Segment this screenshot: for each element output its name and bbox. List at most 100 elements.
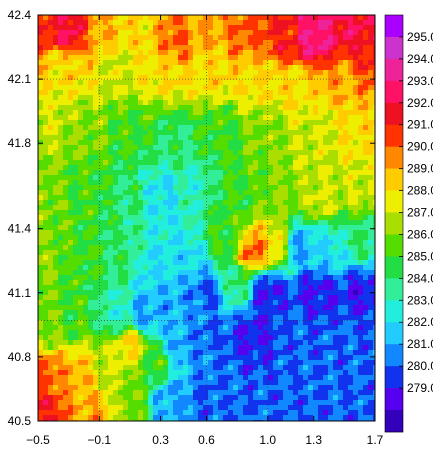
field-cell <box>188 170 194 176</box>
field-cell <box>293 240 299 246</box>
field-cell <box>308 140 314 146</box>
field-cell <box>253 75 259 81</box>
field-cell <box>58 230 64 236</box>
field-cell <box>358 160 364 166</box>
field-cell <box>133 275 139 281</box>
field-cell <box>183 115 189 121</box>
field-cell <box>38 20 44 26</box>
field-cell <box>138 255 144 261</box>
field-cell <box>103 50 109 56</box>
field-cell <box>103 55 109 61</box>
field-cell <box>98 160 104 166</box>
field-cell <box>318 300 324 306</box>
field-cell <box>68 180 74 186</box>
field-cell <box>253 105 259 111</box>
field-cell <box>48 315 54 321</box>
field-cell <box>188 260 194 266</box>
field-cell <box>63 120 69 126</box>
field-cell <box>228 105 234 111</box>
field-cell <box>138 370 144 376</box>
field-cell <box>353 135 359 141</box>
field-cell <box>178 370 184 376</box>
field-cell <box>88 90 94 96</box>
field-cell <box>253 225 259 231</box>
field-cell <box>198 285 204 291</box>
field-cell <box>98 345 104 351</box>
field-cell <box>83 125 89 131</box>
field-cell <box>113 100 119 106</box>
field-cell <box>93 215 99 221</box>
field-cell <box>363 295 369 301</box>
field-cell <box>163 295 169 301</box>
field-cell <box>133 170 139 176</box>
field-cell <box>88 320 94 326</box>
field-cell <box>323 345 329 351</box>
field-cell <box>143 260 149 266</box>
field-cell <box>363 165 369 171</box>
field-cell <box>98 315 104 321</box>
field-cell <box>128 355 134 361</box>
field-cell <box>163 255 169 261</box>
field-cell <box>253 265 259 271</box>
field-cell <box>213 230 219 236</box>
field-cell <box>343 250 349 256</box>
field-cell <box>98 290 104 296</box>
field-cell <box>228 250 234 256</box>
field-cell <box>253 180 259 186</box>
field-cell <box>308 220 314 226</box>
field-cell <box>128 190 134 196</box>
field-cell <box>93 125 99 131</box>
field-cell <box>243 345 249 351</box>
field-cell <box>83 310 89 316</box>
field-cell <box>328 375 334 381</box>
field-cell <box>348 145 354 151</box>
field-cell <box>318 210 324 216</box>
field-cell <box>73 380 79 386</box>
field-cell <box>83 275 89 281</box>
field-cell <box>293 245 299 251</box>
field-cell <box>188 45 194 51</box>
field-cell <box>168 120 174 126</box>
field-cell <box>223 115 229 121</box>
field-cell <box>298 135 304 141</box>
field-cell <box>38 345 44 351</box>
field-cell <box>123 230 129 236</box>
field-cell <box>93 155 99 161</box>
field-cell <box>203 240 209 246</box>
field-cell <box>63 30 69 36</box>
field-cell <box>343 80 349 86</box>
field-cell <box>53 180 59 186</box>
field-cell <box>103 175 109 181</box>
field-cell <box>68 335 74 341</box>
field-cell <box>58 45 64 51</box>
field-cell <box>203 20 209 26</box>
field-cell <box>258 130 264 136</box>
field-cell <box>173 225 179 231</box>
field-cell <box>328 360 334 366</box>
field-cell <box>123 110 129 116</box>
field-cell <box>208 115 214 121</box>
field-cell <box>308 350 314 356</box>
field-cell <box>108 270 114 276</box>
field-cell <box>218 150 224 156</box>
field-cell <box>228 195 234 201</box>
field-cell <box>88 40 94 46</box>
field-cell <box>188 20 194 26</box>
field-cell <box>333 245 339 251</box>
field-cell <box>288 40 294 46</box>
field-cell <box>263 200 269 206</box>
field-cell <box>358 360 364 366</box>
field-cell <box>83 85 89 91</box>
field-cell <box>263 250 269 256</box>
field-cell <box>38 250 44 256</box>
field-cell <box>183 90 189 96</box>
field-cell <box>223 165 229 171</box>
field-cell <box>253 140 259 146</box>
field-cell <box>133 95 139 101</box>
field-cell <box>338 210 344 216</box>
field-cell <box>158 20 164 26</box>
field-cell <box>318 135 324 141</box>
field-cell <box>83 315 89 321</box>
field-cell <box>123 40 129 46</box>
field-cell <box>348 75 354 81</box>
